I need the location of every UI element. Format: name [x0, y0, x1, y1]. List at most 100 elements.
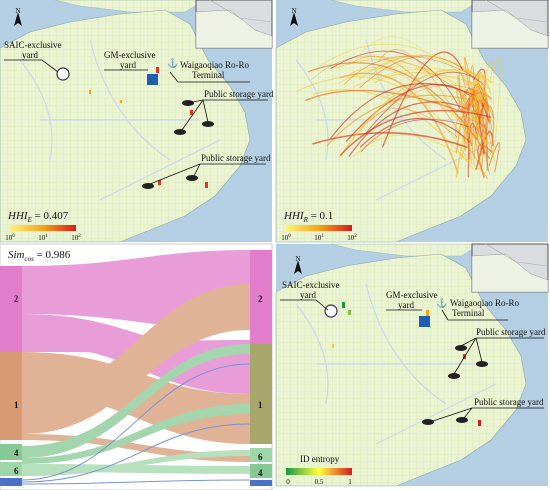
flow-arc: [353, 68, 471, 88]
flow-arcs: [295, 36, 501, 180]
flow-arc: [348, 101, 468, 157]
flow-arc: [365, 71, 484, 134]
map-panel: N HHIR = 0.1 100 101 102: [275, 0, 549, 243]
node-label: 1: [258, 400, 263, 410]
leader-line: [429, 407, 544, 423]
flow-arc: [349, 56, 488, 180]
legend-tick-label: 101: [314, 234, 324, 242]
annotation: SAIC-exclusive yard: [282, 280, 340, 300]
annotation: Public storage yard: [204, 89, 274, 99]
metric-label: HHIR = 0.1: [283, 210, 333, 224]
sankey-nodes: [0, 250, 272, 486]
flow-arc: [483, 92, 489, 110]
tick-exponent: 2: [78, 234, 81, 239]
node-label: 6: [14, 466, 19, 476]
flow-arc: [471, 89, 495, 119]
flow-arc: [343, 55, 476, 86]
flow-arc: [471, 108, 485, 170]
anchor-icon: ⚓: [436, 297, 447, 308]
color-bar: [10, 225, 76, 231]
tick-base: 10: [38, 234, 46, 242]
flow-arc: [370, 108, 458, 138]
car-icons: [422, 345, 488, 425]
tick-exponent: 2: [354, 234, 357, 239]
flow-arc: [307, 62, 491, 160]
vw-icon: [324, 304, 338, 318]
flow-arc: [469, 133, 489, 163]
flow-arc: [477, 143, 493, 178]
annotation: Public storage yard: [476, 327, 546, 337]
leader-line: [169, 71, 250, 83]
leader-line: [441, 309, 508, 321]
leader-line: [280, 299, 329, 311]
tick-base: 10: [281, 234, 289, 242]
flow-arc: [339, 109, 492, 156]
flow-arc: [456, 88, 472, 114]
annotation: Waigaoqiao Ro-Ro Terminal: [450, 298, 520, 318]
tick-exponent: 0: [288, 234, 291, 239]
legend-title: ID entropy: [300, 454, 340, 464]
annotation: GM-exclusive yard: [386, 290, 438, 310]
tick-base: 10: [314, 234, 322, 242]
north-label: N: [291, 7, 296, 15]
tick-exponent: 1: [321, 234, 324, 239]
flow-arc: [463, 56, 479, 132]
color-bar: [286, 468, 352, 475]
color-bar: [286, 225, 352, 231]
legend-tick-label: 100: [5, 234, 15, 242]
flow-arc: [338, 65, 481, 115]
flow-arc: [360, 119, 471, 152]
gm-icon: [147, 74, 158, 85]
legend-tick-label: 102: [71, 234, 81, 242]
leader-line: [4, 59, 59, 73]
node-labels: 2 1 4 6 2 1 6 4: [14, 294, 263, 478]
flow-arc: [358, 54, 486, 82]
sankey-flows: [21, 250, 251, 485]
flow-arc: [470, 81, 485, 135]
flow-arc: [493, 55, 501, 154]
flow-arc: [359, 117, 471, 148]
node-label: 4: [14, 448, 19, 458]
flow-arc: [488, 141, 500, 173]
flow-arc: [326, 94, 479, 147]
node-label: 6: [258, 452, 263, 462]
legend-tick-label: 101: [38, 234, 48, 242]
node-label: 1: [14, 400, 19, 410]
tick-exponent: 0: [12, 234, 15, 239]
legend-tick-label: 1: [348, 478, 352, 486]
annotation: GM-exclusive yard: [104, 50, 156, 70]
annotation: Public storage yard: [201, 153, 271, 163]
annotation: Public storage yard: [474, 397, 544, 407]
flow-arc: [330, 50, 463, 112]
north-label: N: [295, 255, 300, 263]
map-panel: N ⚓ SAIC-exclusive yard GM-exclusive yard …: [0, 0, 274, 243]
legend-tick-label: 102: [347, 234, 357, 242]
metric-label: HHIE = 0.407: [7, 210, 69, 224]
yard-markers: [89, 67, 208, 188]
flow-arc: [338, 69, 494, 159]
base-map: [0, 0, 273, 243]
leader-line: [181, 99, 268, 131]
flow-arc: [474, 104, 495, 147]
flow-arc: [295, 76, 469, 162]
flow-arc: [319, 43, 488, 101]
leader-line: [453, 337, 544, 375]
vw-icon: [56, 67, 70, 81]
leader-line: [149, 163, 266, 185]
flow-arc: [312, 132, 468, 149]
flow-arc: [474, 61, 494, 103]
annotation: Waigaoqiao Ro-Ro Terminal: [180, 60, 250, 80]
legend-tick-label: 0: [286, 478, 290, 486]
gm-icon: [419, 316, 430, 327]
node-label: 2: [14, 294, 19, 304]
annotation: SAIC-exclusive yard: [4, 40, 62, 60]
legend-tick-label: 100: [281, 234, 291, 242]
flow-arc: [354, 36, 457, 91]
map-panel: N ⚓ SAIC-exclusive yard GM-exclusive yard …: [275, 243, 549, 487]
car-icons: [142, 100, 214, 189]
tick-base: 10: [5, 234, 13, 242]
flow-arc: [480, 88, 492, 123]
flow-arc: [478, 145, 488, 161]
flow-arc: [345, 83, 479, 142]
node-label: 4: [258, 468, 263, 478]
